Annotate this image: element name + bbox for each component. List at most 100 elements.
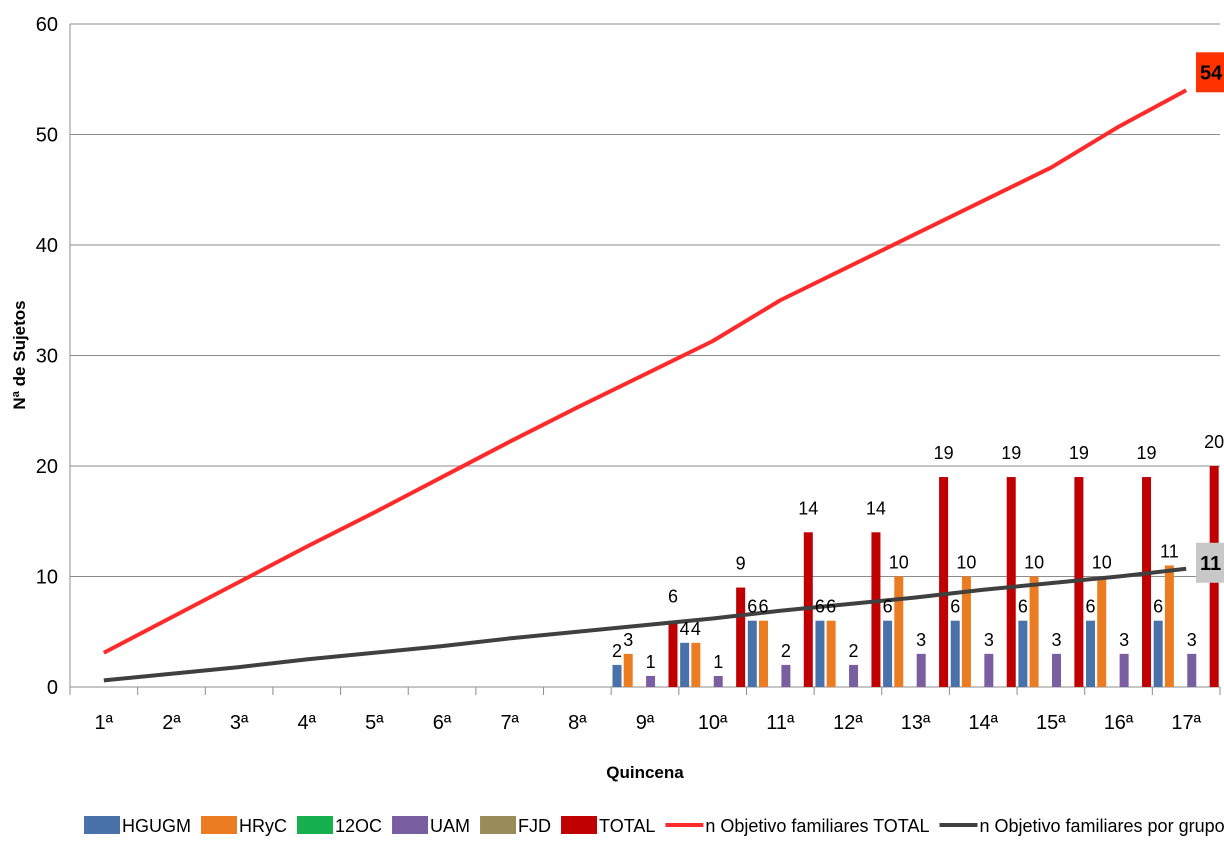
bar-hgugm bbox=[1153, 620, 1163, 687]
data-label: 1 bbox=[713, 652, 723, 672]
y-axis-title: Nª de Sujetos bbox=[10, 300, 29, 409]
bar-uam bbox=[713, 675, 723, 687]
x-tick-label: 6ª bbox=[433, 712, 452, 734]
legend-item: FJD bbox=[480, 816, 551, 836]
data-label: 6 bbox=[758, 597, 768, 617]
legend: HGUGM HRyC 12OC UAM FJD TOTAL n Objetivo famil… bbox=[84, 816, 1224, 836]
y-tick-label: 0 bbox=[47, 677, 58, 699]
bar-uam bbox=[781, 664, 791, 687]
x-tick-label: 7ª bbox=[500, 712, 519, 734]
bar-hryc bbox=[961, 576, 971, 687]
bar-hryc bbox=[826, 620, 836, 687]
legend-label: TOTAL bbox=[599, 816, 655, 836]
bar-hgugm bbox=[612, 664, 622, 687]
data-label: 14 bbox=[798, 498, 818, 518]
end-label-box bbox=[1196, 542, 1224, 583]
data-label: 3 bbox=[1051, 630, 1061, 650]
y-tick-label: 60 bbox=[36, 14, 58, 36]
x-tick-label: 1ª bbox=[95, 712, 114, 734]
data-label: 6 bbox=[668, 587, 678, 607]
x-tick-label: 12ª bbox=[833, 712, 863, 734]
bar-hgugm bbox=[815, 620, 825, 687]
bar-hryc bbox=[758, 620, 768, 687]
bar-hgugm bbox=[747, 620, 757, 687]
bar-hryc bbox=[1097, 576, 1107, 687]
y-tick-label: 10 bbox=[36, 567, 58, 589]
legend-item: HRyC bbox=[201, 816, 287, 836]
y-tick-label: 50 bbox=[36, 125, 58, 147]
x-tick-label: 10ª bbox=[698, 712, 728, 734]
legend-item: n Objetivo familiares TOTAL bbox=[665, 816, 929, 836]
data-label: 4 bbox=[691, 619, 701, 639]
data-label: 19 bbox=[1069, 443, 1089, 463]
data-label: 6 bbox=[950, 597, 960, 617]
x-tick-label: 9ª bbox=[636, 712, 655, 734]
data-label: 1 bbox=[646, 652, 656, 672]
data-label: 6 bbox=[747, 597, 757, 617]
legend-label: FJD bbox=[518, 816, 551, 836]
legend-label: HGUGM bbox=[122, 816, 191, 836]
legend-item: HGUGM bbox=[84, 816, 191, 836]
legend-item: UAM bbox=[392, 816, 470, 836]
bar-hgugm bbox=[883, 620, 893, 687]
legend-swatch bbox=[561, 816, 598, 834]
bar-uam bbox=[984, 653, 994, 687]
data-label: 2 bbox=[781, 641, 791, 661]
x-tick-label: 13ª bbox=[901, 712, 931, 734]
bar-total bbox=[939, 477, 949, 687]
legend-label: 12OC bbox=[335, 816, 382, 836]
data-label: 6 bbox=[815, 597, 825, 617]
bar-total bbox=[668, 620, 678, 687]
data-label: 19 bbox=[934, 443, 954, 463]
x-tick-label: 2ª bbox=[162, 712, 181, 734]
y-tick-label: 40 bbox=[36, 235, 58, 257]
x-tick-label: 16ª bbox=[1104, 712, 1134, 734]
data-label: 6 bbox=[883, 597, 893, 617]
bar-uam bbox=[1187, 653, 1197, 687]
legend-swatch bbox=[297, 816, 333, 834]
line-n-objetivo-familiares-total bbox=[102, 88, 1188, 655]
bar-hgugm bbox=[1018, 620, 1028, 687]
legend-item: n Objetivo familiares por grupo bbox=[939, 816, 1224, 836]
bar-hryc bbox=[1164, 565, 1174, 687]
x-tick-label: 14ª bbox=[968, 712, 998, 734]
data-label: 6 bbox=[1153, 597, 1163, 617]
data-label: 3 bbox=[1187, 630, 1197, 650]
legend-swatch bbox=[392, 816, 429, 834]
data-label: 6 bbox=[826, 597, 836, 617]
end-labels: 54 11 bbox=[1196, 52, 1224, 583]
bar-hgugm bbox=[680, 642, 690, 687]
legend-swatch bbox=[201, 816, 237, 834]
lines bbox=[102, 88, 1188, 683]
bar-hryc bbox=[894, 576, 904, 687]
data-label: 3 bbox=[984, 630, 994, 650]
legend-item: TOTAL bbox=[561, 816, 655, 836]
x-tick-label: 15ª bbox=[1036, 712, 1066, 734]
bar-uam bbox=[646, 675, 656, 687]
legend-label: HRyC bbox=[239, 816, 287, 836]
bar-total bbox=[871, 532, 881, 687]
data-label: 6 bbox=[1018, 597, 1028, 617]
legend-item: 12OC bbox=[297, 816, 382, 836]
bar-hgugm bbox=[1086, 620, 1096, 687]
bar-total bbox=[736, 587, 746, 687]
bar-uam bbox=[849, 664, 859, 687]
y-tick-label: 20 bbox=[36, 456, 58, 478]
data-label: 10 bbox=[889, 553, 909, 573]
bar-hryc bbox=[691, 642, 701, 687]
legend-label: n Objetivo familiares TOTAL bbox=[705, 816, 929, 836]
legend-swatch bbox=[480, 816, 517, 834]
x-tick-label: 5ª bbox=[365, 712, 384, 734]
data-label: 14 bbox=[866, 498, 886, 518]
bar-uam bbox=[916, 653, 926, 687]
data-label: 9 bbox=[736, 554, 746, 574]
x-tick-label: 8ª bbox=[568, 712, 587, 734]
data-label: 19 bbox=[1001, 443, 1021, 463]
data-label: 10 bbox=[1092, 553, 1112, 573]
data-label: 11 bbox=[1160, 541, 1179, 561]
end-label-box bbox=[1196, 52, 1224, 93]
y-tick-label: 30 bbox=[36, 346, 58, 368]
data-label: 10 bbox=[1024, 553, 1044, 573]
